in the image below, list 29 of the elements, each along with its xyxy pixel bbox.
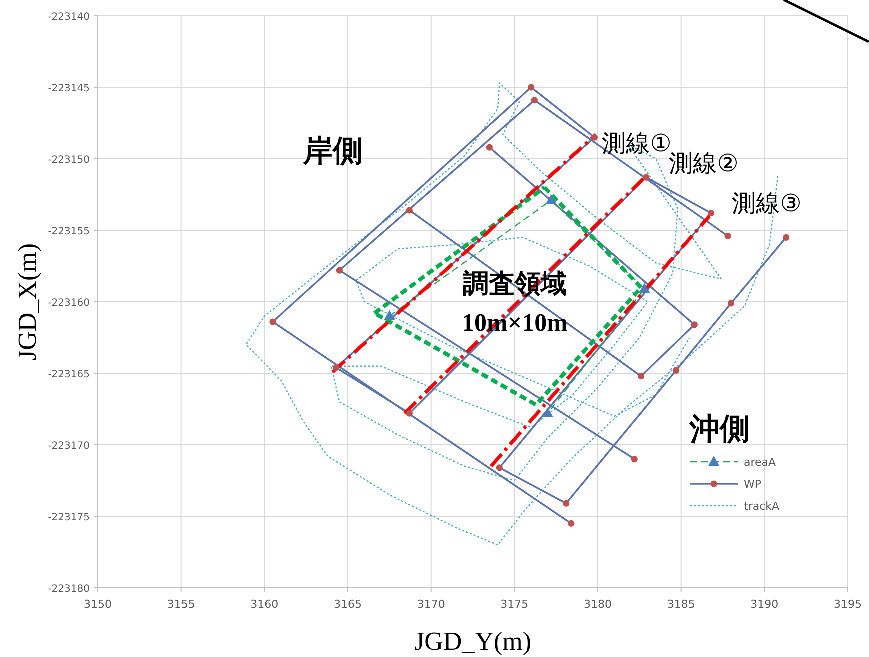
x-tick-label: 3180 <box>584 598 612 611</box>
y-tick-label: -223150 <box>48 155 90 166</box>
y-tick-label: -223180 <box>48 584 90 595</box>
x-tick-label: 3190 <box>750 598 779 611</box>
annotation: 測線② <box>669 150 739 178</box>
x-tick-label: 3155 <box>167 598 196 611</box>
y-axis-title: JGD_X(m) <box>13 244 42 360</box>
x-tick-label: 3195 <box>834 598 862 611</box>
x-axis-title: JGD_Y(m) <box>414 627 532 656</box>
legend-label: WP <box>744 478 762 491</box>
y-tick-label: -223170 <box>48 441 90 452</box>
y-tick-label: -223155 <box>48 226 90 238</box>
x-tick-label: 3150 <box>84 598 112 611</box>
legend-label: areaA <box>744 456 777 469</box>
y-tick-label: -223165 <box>48 370 90 380</box>
annotation: 岸側 <box>302 134 363 169</box>
x-tick-label: 3175 <box>500 598 529 611</box>
y-tick-label: -223140 <box>48 12 90 23</box>
y-tick-label: -223175 <box>48 512 90 524</box>
y-tick-label: -223160 <box>48 298 90 309</box>
annotation: 測線③ <box>732 190 802 218</box>
y-tick-label: -223145 <box>48 84 90 94</box>
x-tick-label: 3185 <box>667 598 696 611</box>
x-tick-label: 3165 <box>334 598 362 611</box>
x-tick-label: 3170 <box>417 598 446 611</box>
legend-label: trackA <box>744 500 780 513</box>
annotation: 沖側 <box>689 412 750 447</box>
annotation: 測線① <box>602 130 672 158</box>
x-tick-label: 3160 <box>250 598 279 611</box>
